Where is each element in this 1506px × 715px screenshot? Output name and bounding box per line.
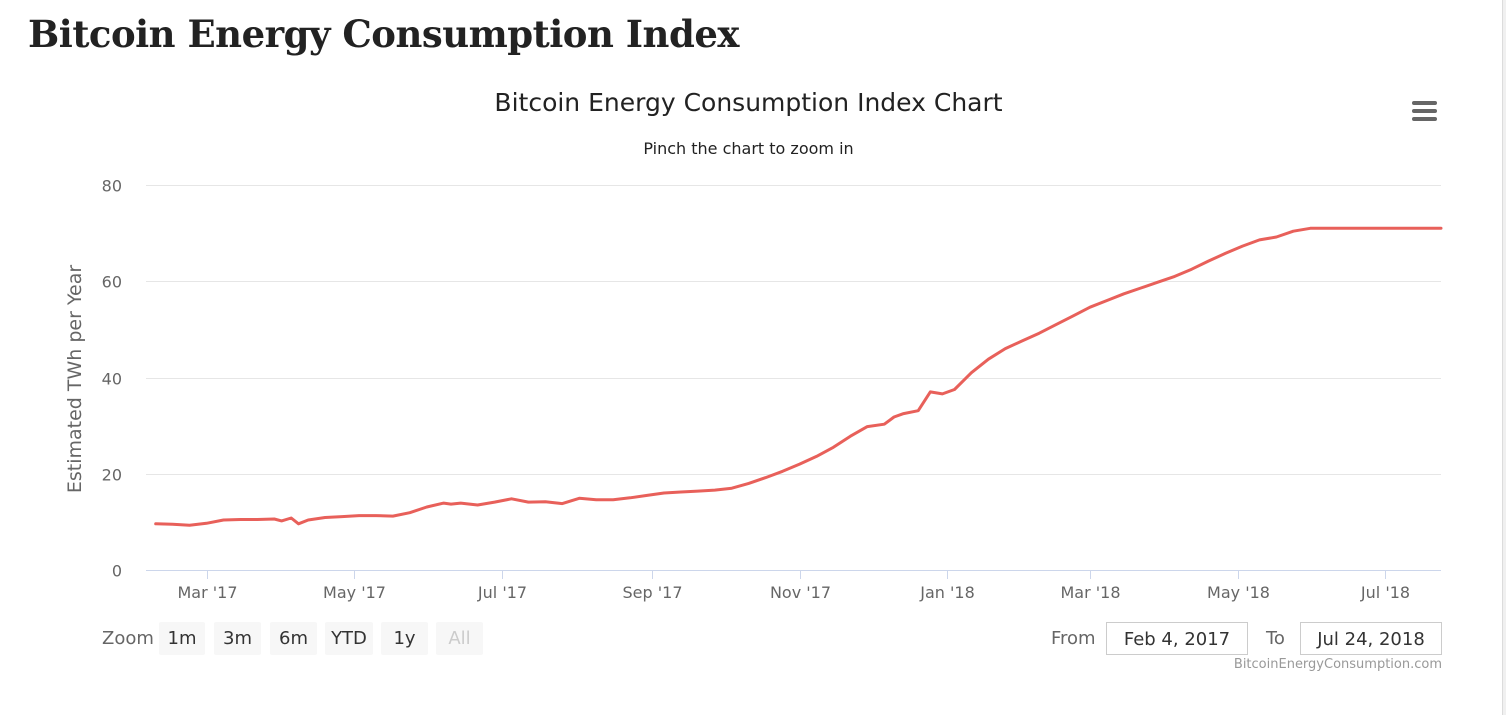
x-tick-label: Mar '17 <box>177 583 237 602</box>
page-title: Bitcoin Energy Consumption Index <box>28 12 739 56</box>
page-scrollbar[interactable] <box>1502 0 1506 715</box>
series-line[interactable] <box>154 226 1443 527</box>
x-tick-label: Jan '18 <box>919 583 975 602</box>
from-label: From <box>1051 628 1096 649</box>
chart-subtitle: Pinch the chart to zoom in <box>643 139 854 158</box>
zoom-all-button[interactable]: All <box>436 622 483 655</box>
y-tick-label: 0 <box>112 562 122 581</box>
x-tick-label: Mar '18 <box>1060 583 1120 602</box>
zoom-label: Zoom <box>102 628 154 649</box>
zoom-3m-button[interactable]: 3m <box>214 622 261 655</box>
y-tick-label: 20 <box>102 466 122 485</box>
zoom-6m-button[interactable]: 6m <box>270 622 317 655</box>
x-tick-label: Nov '17 <box>770 583 831 602</box>
x-tick-label: Jul '17 <box>477 583 527 602</box>
y-tick-label: 80 <box>102 177 122 196</box>
from-date-input[interactable]: Feb 4, 2017 <box>1106 622 1248 655</box>
x-tick-label: May '18 <box>1207 583 1270 602</box>
to-date-input[interactable]: Jul 24, 2018 <box>1300 622 1442 655</box>
zoom-1m-button[interactable]: 1m <box>159 622 205 655</box>
y-tick-label: 60 <box>102 273 122 292</box>
y-tick-label: 40 <box>102 370 122 389</box>
chart-credit[interactable]: BitcoinEnergyConsumption.com <box>1233 657 1442 672</box>
to-label: To <box>1266 628 1285 649</box>
x-tick-label: Jul '18 <box>1360 583 1410 602</box>
zoom-ytd-button[interactable]: YTD <box>325 622 373 655</box>
zoom-1y-button[interactable]: 1y <box>381 622 428 655</box>
y-axis-title: Estimated TWh per Year <box>64 264 86 494</box>
hamburger-menu-icon[interactable] <box>1406 96 1442 126</box>
chart-plot[interactable]: 0 20 40 60 80 Mar '17 May '17 Jul '17 Sep '17 No… <box>0 0 1497 615</box>
x-tick-label: May '17 <box>323 583 386 602</box>
x-tick-label: Sep '17 <box>623 583 683 602</box>
chart-title: Bitcoin Energy Consumption Index Chart <box>494 88 1003 117</box>
